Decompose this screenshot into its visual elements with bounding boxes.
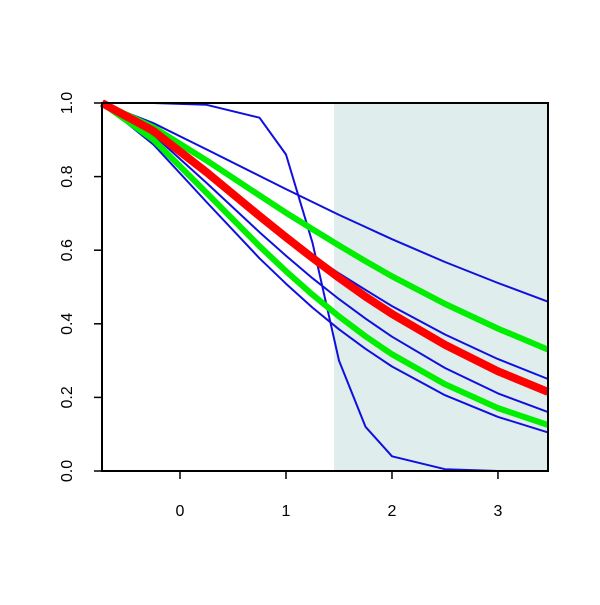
series-line xyxy=(100,99,550,396)
y-tick-label: 0.8 xyxy=(59,165,76,187)
plot-box xyxy=(101,102,549,472)
y-tick-label: 0.6 xyxy=(59,239,76,261)
series-line xyxy=(100,100,550,353)
y-tick-label: 0.2 xyxy=(59,386,76,408)
shaded-region xyxy=(334,103,548,471)
series-line xyxy=(100,100,549,428)
x-tick-label: 1 xyxy=(282,503,291,520)
series-line xyxy=(101,102,549,414)
x-tick-label: 3 xyxy=(494,503,503,520)
x-tick-label: 0 xyxy=(176,503,185,520)
series-line xyxy=(101,102,549,303)
y-tick-label: 1.0 xyxy=(59,92,76,114)
y-tick-label: 0.0 xyxy=(59,460,76,482)
y-tick-label: 0.4 xyxy=(59,313,76,335)
series-line xyxy=(101,102,549,434)
x-tick-label: 2 xyxy=(388,503,397,520)
